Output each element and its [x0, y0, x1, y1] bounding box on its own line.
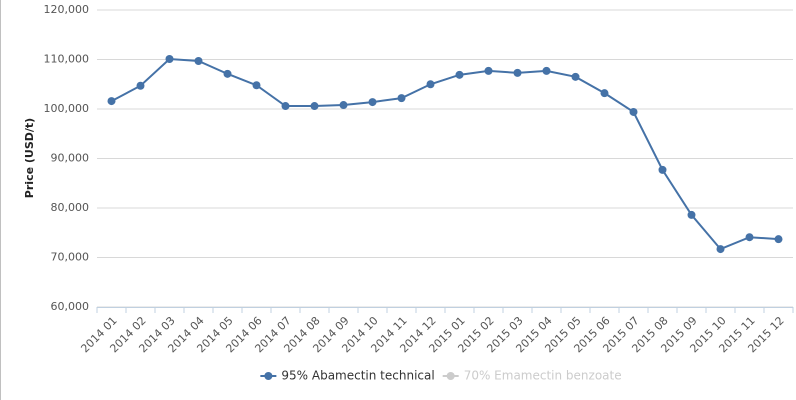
y-tick-label: 100,000	[44, 102, 90, 115]
point	[339, 101, 348, 110]
point	[774, 235, 783, 244]
legend-marker	[446, 372, 455, 380]
y-tick-label: 60,000	[51, 300, 90, 313]
point	[281, 102, 290, 111]
point	[310, 102, 319, 111]
point	[368, 98, 377, 107]
legend-item[interactable]: 95% Abamectin technical	[260, 369, 435, 383]
point	[426, 80, 435, 89]
point	[600, 89, 609, 98]
point	[745, 233, 754, 242]
y-tick-label: 70,000	[51, 251, 90, 264]
point	[716, 245, 725, 254]
series-line	[111, 57, 779, 251]
y-axis-label: Price (USD/t)	[23, 118, 36, 198]
point	[397, 94, 406, 103]
point	[571, 72, 580, 81]
point	[223, 69, 232, 78]
point	[107, 97, 116, 106]
legend-item[interactable]: 70% Emamectin benzoate	[442, 369, 622, 383]
point	[687, 210, 696, 219]
point	[165, 55, 174, 64]
y-tick-label: 110,000	[44, 53, 90, 66]
legend: 95% Abamectin technical 70% Emamectin ben…	[260, 369, 622, 383]
point	[629, 107, 638, 116]
point	[136, 81, 145, 90]
y-tick-label: 80,000	[51, 201, 90, 214]
y-tick-label: 120,000	[44, 3, 90, 16]
point	[542, 66, 551, 75]
point	[513, 68, 522, 77]
legend-label: 70% Emamectin benzoate	[464, 369, 622, 383]
point	[194, 56, 203, 65]
legend-label: 95% Abamectin technical	[281, 369, 434, 383]
point	[252, 81, 261, 90]
legend-marker	[264, 372, 273, 380]
point	[658, 165, 667, 174]
y-tick-label: 90,000	[51, 152, 90, 165]
point	[455, 70, 464, 79]
point	[484, 66, 493, 75]
